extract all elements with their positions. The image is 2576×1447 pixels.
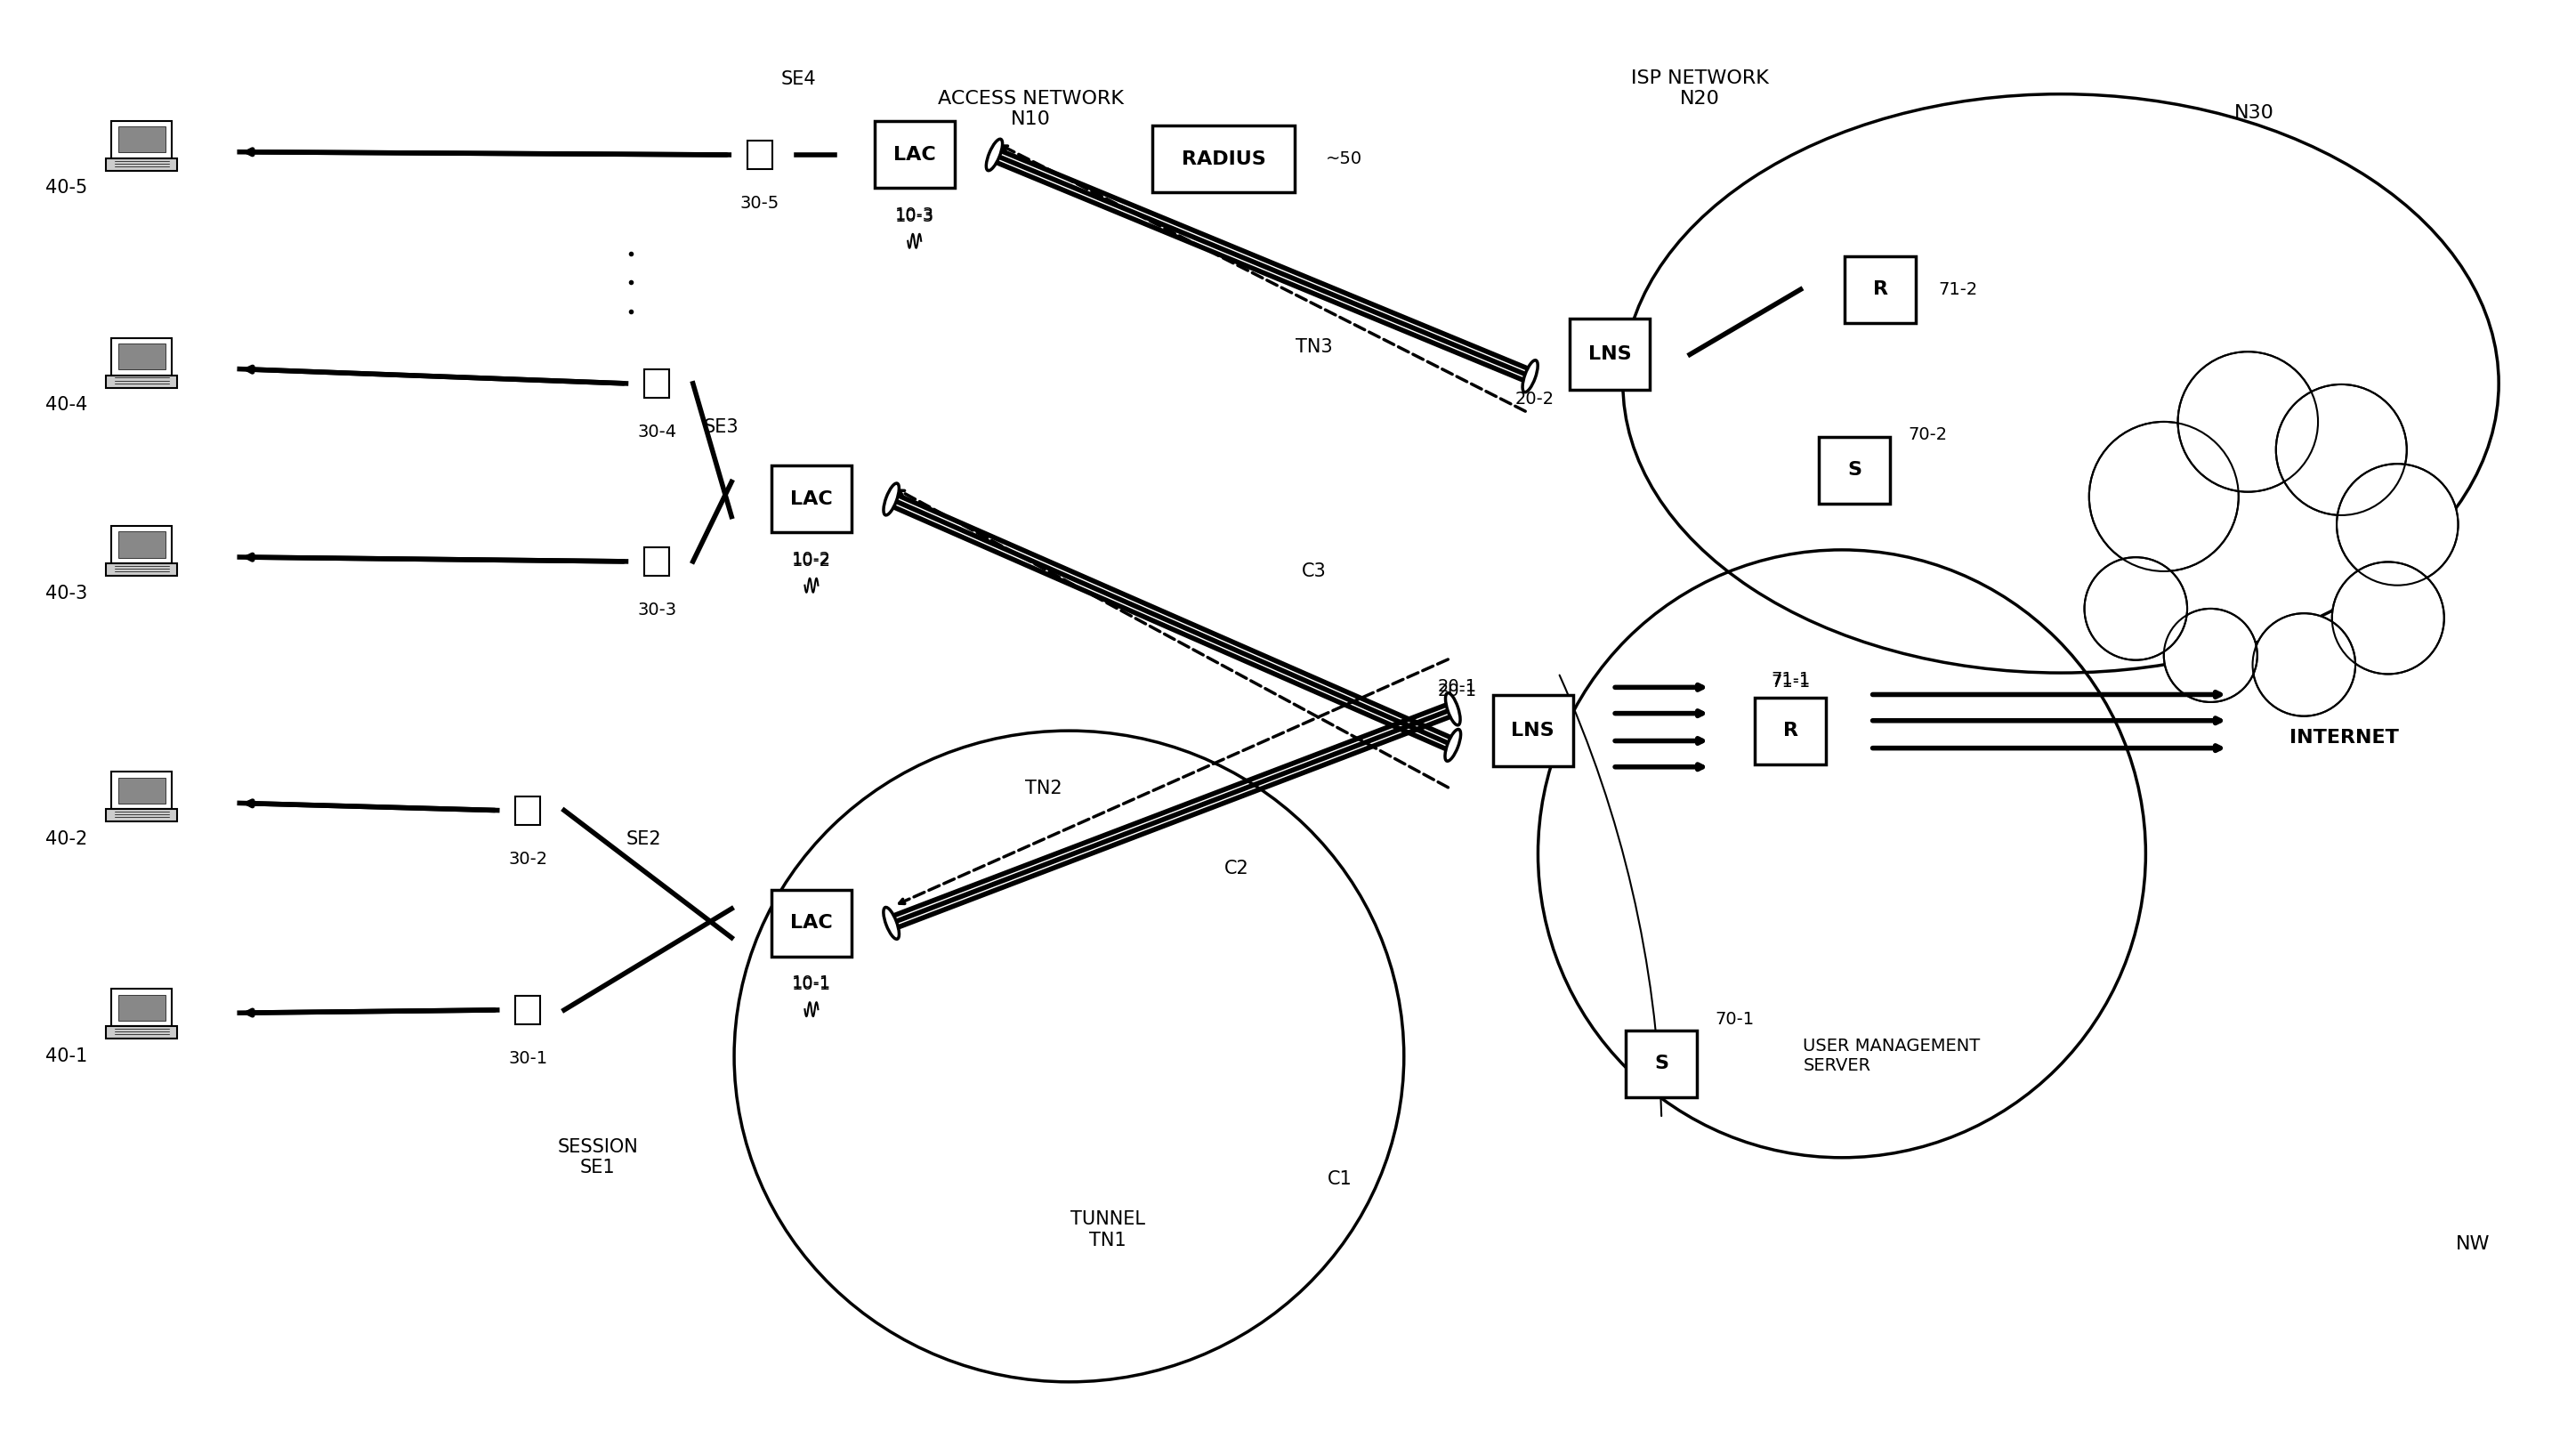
Bar [1754,697,1826,764]
Bar [515,996,541,1024]
Text: C2: C2 [1224,860,1249,877]
Bar [111,988,173,1026]
Text: TN3: TN3 [1296,339,1332,356]
Text: TN2: TN2 [1025,780,1061,797]
Circle shape [2331,561,2445,674]
Bar [515,796,541,825]
Text: 30-5: 30-5 [739,195,781,211]
Text: 30-1: 30-1 [507,1051,549,1066]
Text: 10-3: 10-3 [894,207,935,223]
Bar [106,809,178,822]
Text: N30: N30 [2233,104,2275,122]
Text: 40-5: 40-5 [44,179,88,197]
Text: S: S [1847,462,1862,479]
Text: SESSION
SE1: SESSION SE1 [556,1139,639,1176]
Text: 10-2: 10-2 [791,553,832,570]
Circle shape [2336,464,2458,585]
Text: LAC: LAC [791,915,832,932]
Text: USER MANAGEMENT
SERVER: USER MANAGEMENT SERVER [1803,1037,1981,1075]
Text: 20-1: 20-1 [1437,677,1476,695]
Text: 30-3: 30-3 [636,602,677,618]
Text: C1: C1 [1327,1171,1352,1188]
Circle shape [2164,609,2257,702]
Bar [873,122,956,188]
Ellipse shape [1445,729,1461,761]
Text: 20-2: 20-2 [1515,391,1553,408]
Text: 10-1: 10-1 [791,975,832,991]
Bar [1819,437,1891,504]
Bar [1569,318,1651,391]
Text: RADIUS: RADIUS [1182,150,1265,168]
Text: ACCESS NETWORK
N10: ACCESS NETWORK N10 [938,90,1123,129]
Text: TUNNEL
TN1: TUNNEL TN1 [1069,1211,1146,1249]
Bar [106,1026,178,1039]
Text: SE4: SE4 [781,71,817,88]
Bar [118,126,165,152]
Text: 71-1: 71-1 [1770,673,1811,690]
Text: 70-1: 70-1 [1716,1010,1754,1027]
Text: 70-2: 70-2 [1909,427,1947,443]
Circle shape [2177,352,2318,492]
Text: SE3: SE3 [703,418,739,436]
Ellipse shape [1445,693,1461,725]
Bar [111,525,173,563]
Bar [111,120,173,158]
Bar [106,158,178,171]
Circle shape [2277,385,2406,515]
Text: 30-2: 30-2 [507,851,549,867]
Text: 71-2: 71-2 [1937,281,1978,298]
Circle shape [2251,614,2354,716]
Bar [1625,1030,1698,1097]
Text: 10-3: 10-3 [894,208,935,226]
Text: 30-4: 30-4 [636,424,677,440]
Bar [1151,126,1296,192]
Text: 40-1: 40-1 [44,1048,88,1065]
Text: 10-2: 10-2 [791,551,832,567]
Text: NW: NW [2455,1236,2491,1253]
Text: 20-1: 20-1 [1437,682,1476,699]
Bar [106,375,178,388]
Bar [644,369,670,398]
Text: ~50: ~50 [1327,150,1363,168]
Bar [106,563,178,576]
Bar [111,771,173,809]
Bar [111,337,173,375]
Text: 40-4: 40-4 [44,396,88,414]
Text: INTERNET: INTERNET [2290,729,2398,747]
Bar [1492,695,1574,767]
Circle shape [2084,557,2187,660]
Text: LNS: LNS [1512,722,1553,739]
Text: 71-1: 71-1 [1770,670,1811,687]
Bar [118,343,165,369]
Ellipse shape [884,483,899,515]
Ellipse shape [884,907,899,939]
Text: 10-1: 10-1 [791,977,832,994]
Bar [1844,256,1917,323]
Bar [770,466,853,532]
Text: R: R [1783,722,1798,739]
Text: ISP NETWORK
N20: ISP NETWORK N20 [1631,69,1770,109]
Bar [644,547,670,576]
Ellipse shape [987,139,1002,171]
Circle shape [2089,421,2239,572]
Bar [118,777,165,803]
Text: R: R [1873,281,1888,298]
Text: S: S [1654,1055,1669,1072]
Text: LAC: LAC [894,146,935,164]
Text: C3: C3 [1301,563,1327,580]
Text: 40-2: 40-2 [44,831,88,848]
Text: SE2: SE2 [626,831,662,848]
Ellipse shape [1522,360,1538,392]
Bar [770,890,853,956]
Bar [118,994,165,1020]
Text: 40-3: 40-3 [44,585,88,602]
Bar [118,531,165,557]
Bar [747,140,773,169]
Text: LNS: LNS [1589,346,1631,363]
Text: LAC: LAC [791,491,832,508]
